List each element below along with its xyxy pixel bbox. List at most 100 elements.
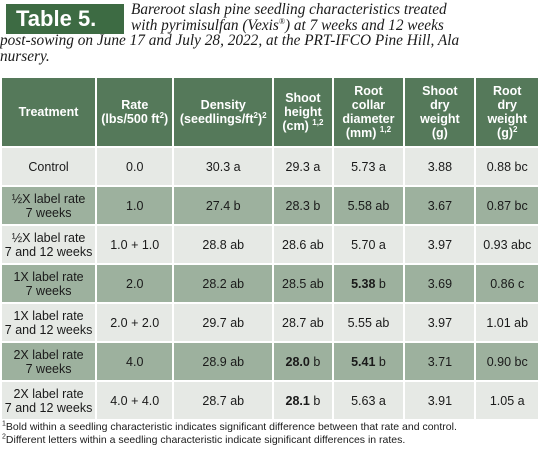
cell-rate-rate: 1.0: [126, 198, 144, 213]
cell-root-dry-root-dry: 0.88 bc: [486, 159, 528, 174]
cell-root-collar: 5.70 a: [333, 226, 404, 263]
header-rate: Rate (lbs/500 ft2): [97, 78, 173, 146]
cell-density: 28.9 ab: [174, 343, 273, 380]
cell-shoot-height: 29.3 a: [274, 148, 332, 185]
cell-treatment: ½X label rate 7 weeks: [2, 187, 96, 224]
cell-treatment-treatment-l1: 2X label rate: [13, 347, 84, 362]
cell-treatment-treatment-l2: 7 weeks: [25, 361, 72, 376]
cell-treatment-treatment-l1: 1X label rate: [13, 269, 84, 284]
table-row: ½X label rate 7 weeks 1.0 27.4 b 28.3 b 5.58 …: [2, 187, 538, 224]
header-root-dry: Root dry weight (g)2: [476, 78, 538, 146]
cell-shoot-dry-shoot-dry: 3.71: [427, 354, 453, 369]
cell-rate-rate: 2.0 + 2.0: [110, 315, 160, 330]
cell-shoot-height: 28.5 ab: [274, 265, 332, 302]
cell-rate: 1.0 + 1.0: [97, 226, 173, 263]
cell-shoot-dry-shoot-dry: 3.67: [427, 198, 453, 213]
cell-shoot-dry: 3.71: [405, 343, 475, 380]
cell-rate-rate: 2.0: [126, 276, 144, 291]
cell-shoot-dry: 3.91: [405, 382, 475, 419]
cell-rate: 4.0 + 4.0: [97, 382, 173, 419]
cell-shoot-height-shoot-height-bold: 28.1: [285, 393, 310, 408]
cell-shoot-height-shoot-height: b: [309, 354, 321, 369]
cell-root-dry: 1.05 a: [476, 382, 538, 419]
cell-treatment-treatment-l1: 2X label rate: [13, 386, 84, 401]
cell-root-collar: 5.55 ab: [333, 304, 404, 341]
cell-density: 27.4 b: [174, 187, 273, 224]
header-root-dry-line1: Root: [493, 84, 522, 98]
cell-rate: 4.0: [97, 343, 173, 380]
cell-root-dry-root-dry: 0.93 abc: [483, 237, 532, 252]
header-density-note: 2: [262, 110, 267, 120]
cell-rate: 0.0: [97, 148, 173, 185]
cell-shoot-height-shoot-height-bold: 28.0: [285, 354, 310, 369]
caption-line-2-pre: with pyrimisulfan (Vexis: [131, 16, 279, 34]
header-root-collar-note: 1,2: [379, 124, 392, 134]
cell-shoot-dry: 3.88: [405, 148, 475, 185]
cell-shoot-dry: 3.67: [405, 187, 475, 224]
cell-treatment-treatment-l2: 7 weeks: [25, 205, 72, 220]
cell-root-collar-root-collar: 5.55 ab: [347, 315, 390, 330]
table-row: Control 0.0 30.3 a 29.3 a 5.73 a 3.88 0.88 bc: [2, 148, 538, 185]
header-shoot-height-line2: height: [284, 105, 322, 119]
footnote-1-text: Bold within a seedling characteristic in…: [5, 421, 457, 433]
table-label-badge: Table 5.: [6, 4, 124, 34]
cell-rate: 1.0: [97, 187, 173, 224]
cell-density: 28.8 ab: [174, 226, 273, 263]
cell-root-dry: 0.86 c: [476, 265, 538, 302]
cell-shoot-height-shoot-height: b: [309, 393, 321, 408]
header-root-collar: Root collar diameter (mm) 1,2: [333, 78, 404, 146]
cell-density-density: 29.7 ab: [202, 315, 245, 330]
cell-density-density: 30.3 a: [205, 159, 241, 174]
cell-density: 28.7 ab: [174, 382, 273, 419]
header-shoot-height-note: 1,2: [312, 117, 324, 127]
caption-line-1: Bareroot slash pine seedling characteris…: [131, 1, 447, 18]
header-root-collar-line3: diameter: [342, 112, 395, 126]
cell-shoot-dry-shoot-dry: 3.97: [427, 315, 453, 330]
header-density-line1: Density: [200, 98, 246, 112]
cell-treatment: 2X label rate 7 weeks: [2, 343, 96, 380]
cell-root-collar-root-collar: b: [375, 276, 386, 291]
cell-root-collar: 5.38 b: [333, 265, 404, 302]
cell-rate-rate: 1.0 + 1.0: [110, 237, 160, 252]
cell-root-collar: 5.41 b: [333, 343, 404, 380]
cell-shoot-dry: 3.69: [405, 265, 475, 302]
cell-rate: 2.0: [97, 265, 173, 302]
table-label: Table 5.: [16, 6, 97, 31]
cell-root-dry-root-dry: 1.05 a: [489, 393, 525, 408]
header-density-close: ): [257, 112, 263, 126]
cell-treatment: 1X label rate 7 and 12 weeks: [2, 304, 96, 341]
header-density: Density (seedlings/ft2)2: [174, 78, 273, 146]
cell-shoot-height: 28.7 ab: [274, 304, 332, 341]
caption-line-2: with pyrimisulfan (Vexis®) at 7 weeks an…: [0, 16, 540, 34]
cell-density: 28.2 ab: [174, 265, 273, 302]
header-shoot-height: Shoot height (cm) 1,2: [274, 78, 332, 146]
header-shoot-height-line3: (cm): [282, 119, 309, 133]
header-shoot-dry-line3: weight: [420, 112, 460, 126]
cell-root-dry: 0.87 bc: [476, 187, 538, 224]
footnotes: 1Bold within a seedling characteristic i…: [2, 421, 538, 447]
header-root-collar-line2: collar: [351, 98, 386, 112]
cell-root-collar-root-collar: 5.70 a: [351, 237, 386, 252]
cell-treatment-treatment-l2: 7 and 12 weeks: [4, 244, 93, 259]
cell-density-density: 28.7 ab: [202, 393, 245, 408]
header-root-collar-line1: Root: [354, 84, 383, 98]
header-rate-line2: (lbs/500 ft: [101, 112, 160, 126]
cell-shoot-height: 28.0 b: [274, 343, 332, 380]
cell-shoot-dry-shoot-dry: 3.69: [427, 276, 453, 291]
header-rate-sup: 2: [159, 110, 165, 120]
cell-root-collar-root-collar-bold: 5.41: [351, 354, 376, 369]
header-shoot-dry-line1: Shoot: [422, 84, 458, 98]
header-shoot-dry-line4: (g): [431, 126, 448, 140]
footnote-1-mark: 1: [2, 420, 6, 428]
cell-shoot-height: 28.6 ab: [274, 226, 332, 263]
cell-root-collar: 5.73 a: [333, 148, 404, 185]
cell-root-dry: 0.88 bc: [476, 148, 538, 185]
cell-treatment: Control: [2, 148, 96, 185]
cell-shoot-height-shoot-height: 28.3 b: [285, 198, 321, 213]
cell-root-collar-root-collar: 5.58 ab: [347, 198, 390, 213]
header-shoot-dry: Shoot dry weight (g): [405, 78, 475, 146]
cell-shoot-height-shoot-height: 28.6 ab: [282, 237, 324, 252]
header-rate-line1: Rate: [121, 98, 149, 112]
cell-shoot-height: 28.3 b: [274, 187, 332, 224]
cell-treatment: ½X label rate 7 and 12 weeks: [2, 226, 96, 263]
